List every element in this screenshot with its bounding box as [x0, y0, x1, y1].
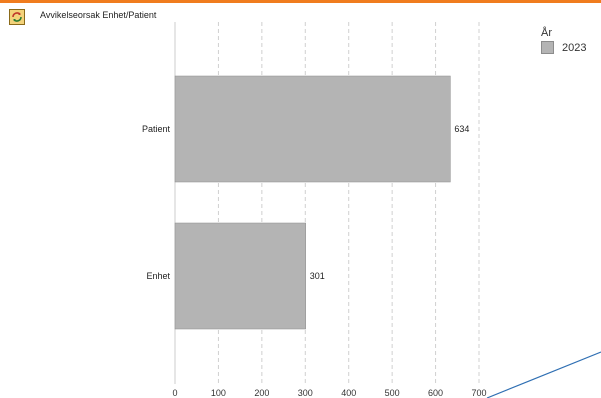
data-label: 301 — [310, 271, 325, 281]
x-tick-label: 500 — [385, 388, 400, 398]
x-tick-label: 200 — [254, 388, 269, 398]
x-tick-label: 600 — [428, 388, 443, 398]
x-tick-label: 0 — [172, 388, 177, 398]
sync-doc-icon[interactable] — [9, 9, 25, 25]
x-tick-label: 400 — [341, 388, 356, 398]
x-tick-label: 700 — [471, 388, 486, 398]
category-label: Patient — [142, 124, 171, 134]
legend-title: År — [541, 27, 552, 39]
category-label: Enhet — [146, 271, 170, 281]
overlay-line — [486, 351, 601, 398]
legend-label: 2023 — [562, 41, 587, 54]
legend-item: 2023 — [541, 41, 586, 54]
legend: År 2023 — [541, 27, 586, 54]
top-accent-bar — [0, 0, 601, 3]
x-tick-label: 300 — [298, 388, 313, 398]
x-tick-label: 100 — [211, 388, 226, 398]
legend-swatch — [541, 41, 554, 54]
bar — [174, 75, 451, 183]
data-label: 634 — [454, 124, 469, 134]
chart-title: Avvikelseorsak Enhet/Patient — [40, 10, 157, 20]
bar — [174, 222, 306, 330]
